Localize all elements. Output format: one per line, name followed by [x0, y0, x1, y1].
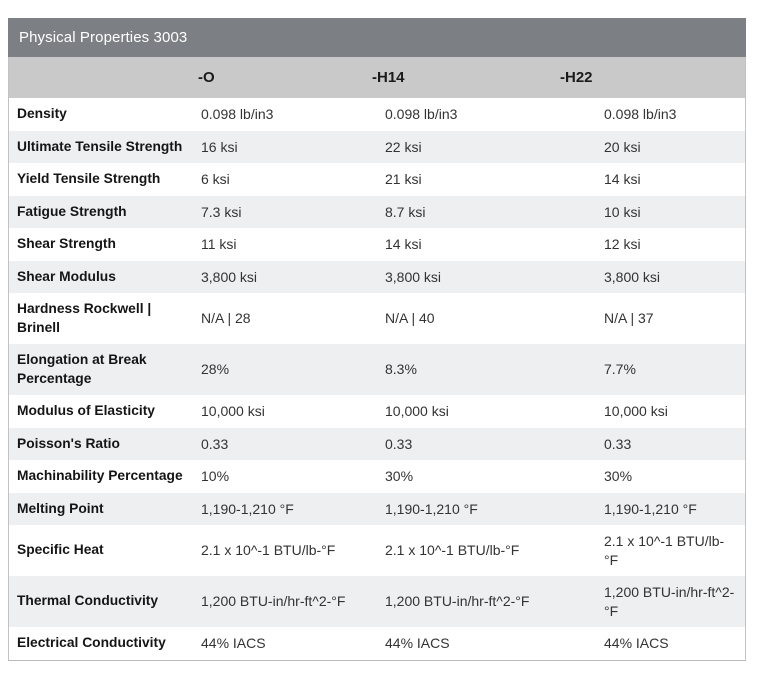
property-value: 1,190-1,210 °F: [604, 500, 697, 517]
table-row: Fatigue Strength 7.3 ksi 8.7 ksi 10 ksi: [9, 195, 745, 228]
property-value: 3,800 ksi: [201, 268, 258, 285]
property-value: 16 ksi: [201, 138, 238, 155]
table-row: Melting Point 1,190-1,210 °F 1,190-1,210 °…: [9, 492, 745, 525]
property-value: 10%: [201, 468, 230, 484]
property-value: 44% IACS: [385, 635, 450, 651]
property-value: 0.098 lb/in3: [604, 106, 677, 122]
table-row: Thermal Conductivity 1,200 BTU-in/hr-ft^2…: [9, 576, 745, 627]
property-value: 44% IACS: [201, 635, 266, 651]
property-value: 6 ksi: [201, 171, 230, 187]
property-value: 0.33: [385, 435, 413, 452]
property-value: 2.1 x 10^-1 BTU/lb-°F: [385, 542, 520, 559]
property-value: 11 ksi: [201, 236, 237, 252]
table-title-bar: Physical Properties 3003: [8, 18, 746, 57]
property-value: 12 ksi: [604, 236, 641, 252]
property-value: 1,200 BTU-in/hr-ft^2-°F: [201, 593, 346, 610]
property-label: Poisson's Ratio: [17, 435, 120, 451]
property-label: Yield Tensile Strength: [17, 171, 161, 186]
property-value: 8.3%: [385, 361, 417, 378]
property-label: Density: [17, 106, 67, 121]
property-value: N/A | 40: [385, 310, 435, 327]
property-label: Thermal Conductivity: [17, 593, 159, 609]
property-value: 1,190-1,210 °F: [201, 500, 294, 517]
property-value: 8.7 ksi: [385, 203, 426, 220]
property-label: Modulus of Elasticity: [17, 403, 155, 418]
property-value: 14 ksi: [385, 236, 422, 252]
property-value: 1,190-1,210 °F: [385, 500, 478, 517]
property-value: 10 ksi: [604, 203, 641, 220]
property-value: 22 ksi: [385, 138, 422, 155]
property-value: 1,200 BTU-in/hr-ft^2-°F: [385, 593, 530, 610]
table-row: Shear Modulus 3,800 ksi 3,800 ksi 3,800 ksi: [9, 260, 745, 293]
property-label: Hardness Rockwell | Brinell: [17, 301, 152, 335]
table-row: Ultimate Tensile Strength 16 ksi 22 ksi 20 …: [9, 130, 745, 163]
physical-properties-table: Physical Properties 3003 -O -H14 -H22 De…: [8, 18, 746, 661]
property-value: 10,000 ksi: [385, 403, 449, 419]
property-value: 0.098 lb/in3: [201, 106, 274, 122]
property-label: Shear Strength: [17, 236, 116, 251]
property-label: Electrical Conductivity: [17, 635, 166, 650]
property-value: 10,000 ksi: [604, 403, 668, 419]
table-title: Physical Properties 3003: [19, 29, 188, 46]
table-row: Electrical Conductivity 44% IACS 44% IACS 4…: [9, 627, 745, 660]
property-value: 3,800 ksi: [385, 268, 442, 285]
property-value: 28%: [201, 361, 230, 378]
property-value: 0.098 lb/in3: [385, 106, 458, 122]
property-value: 0.33: [201, 435, 229, 452]
property-value: 0.33: [604, 435, 632, 452]
property-label: Fatigue Strength: [17, 203, 127, 219]
table-row: Poisson's Ratio 0.33 0.33 0.33: [9, 427, 745, 460]
property-value: 30%: [385, 468, 414, 484]
table-row: Density 0.098 lb/in3 0.098 lb/in3 0.098 lb/…: [9, 98, 745, 131]
property-value: 44% IACS: [604, 635, 669, 651]
property-label: Specific Heat: [17, 542, 104, 558]
property-value: N/A | 37: [604, 310, 654, 327]
property-value: 30%: [604, 468, 633, 484]
property-value: 10,000 ksi: [201, 403, 265, 419]
table-row: Yield Tensile Strength 6 ksi 21 ksi 14 ksi: [9, 163, 745, 196]
property-value: 2.1 x 10^-1 BTU/lb-°F: [604, 533, 725, 568]
property-value: 1,200 BTU-in/hr-ft^2-°F: [604, 584, 735, 619]
table-row: Modulus of Elasticity 10,000 ksi 10,000 ks…: [9, 395, 745, 428]
property-label: Melting Point: [17, 500, 104, 516]
column-header-h14: -H14: [372, 69, 405, 86]
property-value: 21 ksi: [385, 171, 422, 187]
property-value: 20 ksi: [604, 138, 641, 155]
property-value: 14 ksi: [604, 171, 641, 187]
property-label: Shear Modulus: [17, 268, 116, 284]
column-header-o: -O: [198, 69, 215, 86]
table-header-row: -O -H14 -H22: [9, 57, 745, 98]
table-row: Shear Strength 11 ksi 14 ksi 12 ksi: [9, 228, 745, 261]
property-value: 2.1 x 10^-1 BTU/lb-°F: [201, 542, 336, 559]
property-label: Machinability Percentage: [17, 468, 183, 483]
column-header-h22: -H22: [560, 69, 593, 86]
property-value: N/A | 28: [201, 310, 251, 327]
property-value: 3,800 ksi: [604, 268, 661, 285]
table-row: Elongation at Break Percentage 28% 8.3% 7.7…: [9, 344, 745, 395]
table-body: Density 0.098 lb/in3 0.098 lb/in3 0.098 lb/…: [9, 98, 745, 660]
property-label: Elongation at Break Percentage: [17, 352, 147, 386]
property-label: Ultimate Tensile Strength: [17, 138, 183, 154]
table-row: Hardness Rockwell | Brinell N/A | 28 N/A |…: [9, 293, 745, 344]
property-value: 7.3 ksi: [201, 203, 242, 220]
property-value: 7.7%: [604, 361, 636, 378]
table-row: Specific Heat 2.1 x 10^-1 BTU/lb-°F 2.1 x …: [9, 525, 745, 576]
table-row: Machinability Percentage 10% 30% 30%: [9, 460, 745, 493]
